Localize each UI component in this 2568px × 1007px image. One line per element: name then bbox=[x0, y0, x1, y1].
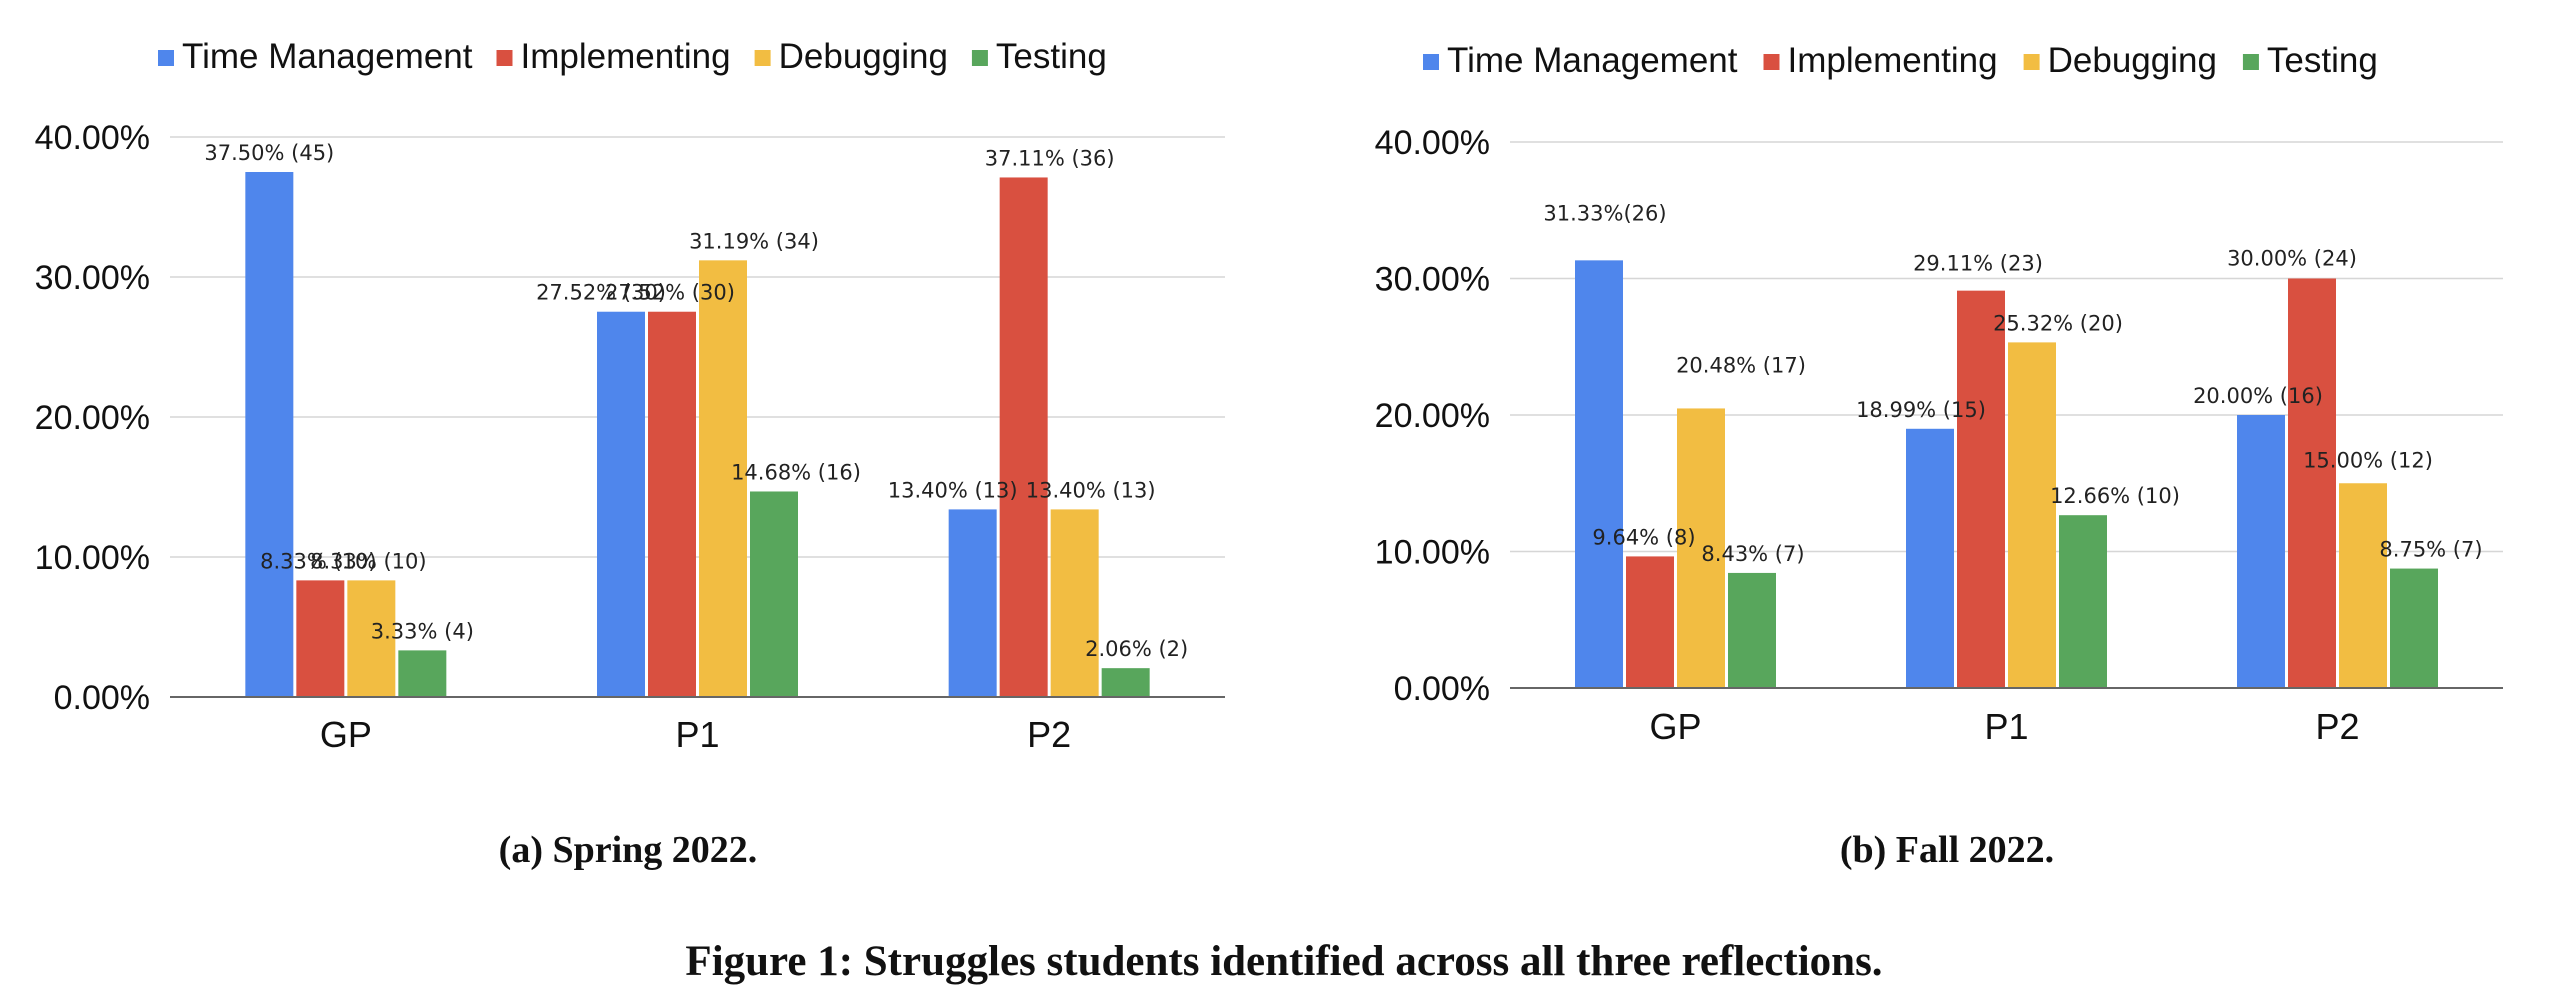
data-label: 20.48% (17) bbox=[1676, 353, 1806, 377]
data-label: 15.00% (12) bbox=[2303, 448, 2433, 472]
data-label: 13.40% (13) bbox=[888, 478, 1018, 502]
bar-debugging-p1 bbox=[2008, 342, 2056, 688]
legend-label: Time Management bbox=[1447, 41, 1738, 80]
legend-swatch bbox=[2023, 54, 2040, 70]
data-label: 37.50% (45) bbox=[204, 141, 334, 165]
bar-time-management-p1 bbox=[1906, 428, 1954, 688]
bar-implementing-p2 bbox=[2288, 278, 2336, 688]
y-tick-label: 0.00% bbox=[54, 679, 150, 717]
data-label: 27.52% (30) bbox=[536, 281, 666, 305]
data-label: 18.99% (15) bbox=[1856, 398, 1986, 422]
bar-time-management-p1 bbox=[597, 311, 645, 697]
y-tick-label: 0.00% bbox=[1394, 670, 1490, 708]
x-category-label: P2 bbox=[2315, 706, 2359, 747]
x-category-label: GP bbox=[320, 714, 372, 755]
data-label: 30.00% (24) bbox=[2227, 247, 2357, 271]
legend-swatch bbox=[158, 50, 174, 66]
data-label: 31.19% (34) bbox=[689, 229, 819, 253]
bar-implementing-gp bbox=[296, 580, 345, 697]
bar-debugging-p2 bbox=[1050, 509, 1099, 697]
legend-label: Debugging bbox=[779, 37, 948, 76]
y-tick-label: 40.00% bbox=[1375, 124, 1490, 162]
data-label: 27.52% (30) bbox=[605, 281, 735, 305]
data-label: 8.33% (10) bbox=[260, 549, 377, 573]
legend-swatch bbox=[496, 50, 513, 66]
data-label: 31.33%(26) bbox=[1543, 201, 1666, 225]
bar-testing-p2 bbox=[1101, 668, 1150, 697]
data-label: 29.11% (23) bbox=[1913, 252, 2043, 276]
bar-implementing-p1 bbox=[648, 311, 696, 697]
y-tick-label: 10.00% bbox=[35, 539, 150, 577]
bar-debugging-p2 bbox=[2339, 483, 2387, 688]
bar-time-management-p2 bbox=[948, 509, 997, 697]
x-category-label: P1 bbox=[675, 714, 719, 755]
bar-implementing-gp bbox=[1626, 556, 1674, 688]
y-tick-label: 10.00% bbox=[1375, 534, 1490, 572]
legend-swatch bbox=[971, 50, 988, 66]
legend-swatch bbox=[2242, 54, 2259, 70]
data-label: 9.64% (8) bbox=[1592, 525, 1695, 549]
bar-debugging-p1 bbox=[699, 260, 747, 697]
bar-testing-gp bbox=[398, 650, 447, 697]
y-tick-label: 20.00% bbox=[1375, 397, 1490, 435]
y-tick-label: 40.00% bbox=[35, 119, 150, 157]
legend-label: Testing bbox=[2267, 41, 2378, 80]
bar-implementing-p2 bbox=[999, 177, 1048, 697]
y-tick-label: 30.00% bbox=[1375, 261, 1490, 299]
subfigure-caption: (b) Fall 2022. bbox=[1840, 829, 2054, 871]
legend-swatch bbox=[754, 50, 771, 66]
data-label: 8.33% (10) bbox=[310, 549, 427, 573]
legend-label: Implementing bbox=[1788, 41, 1998, 80]
legend-label: Testing bbox=[996, 37, 1107, 76]
data-label: 25.32% (20) bbox=[1993, 311, 2123, 335]
bar-time-management-gp bbox=[1575, 260, 1623, 688]
data-label: 37.11% (36) bbox=[985, 146, 1115, 170]
legend-label: Implementing bbox=[521, 37, 731, 76]
bar-time-management-gp bbox=[245, 172, 294, 697]
data-label: 14.68% (16) bbox=[731, 460, 861, 484]
bar-testing-p1 bbox=[750, 491, 798, 697]
bar-time-management-p2 bbox=[2237, 415, 2285, 688]
x-category-label: P2 bbox=[1027, 714, 1071, 755]
data-label: 13.40% (13) bbox=[1026, 478, 1156, 502]
legend-swatch bbox=[1423, 54, 1439, 70]
data-label: 8.75% (7) bbox=[2379, 538, 2482, 562]
data-label: 2.06% (2) bbox=[1085, 637, 1188, 661]
x-category-label: P1 bbox=[1984, 706, 2028, 747]
data-label: 20.00% (16) bbox=[2193, 384, 2323, 408]
subfigure-caption: (a) Spring 2022. bbox=[499, 829, 758, 871]
data-label: 8.43% (7) bbox=[1701, 542, 1804, 566]
legend-swatch bbox=[1763, 54, 1780, 70]
bar-implementing-p1 bbox=[1957, 290, 2005, 688]
legend-label: Time Management bbox=[182, 37, 473, 76]
chart-fall-2022: 0.00% 10.00% 20.00% 30.00% 40.00% 31.33%(26) 9… bbox=[1375, 41, 2503, 871]
data-label: 3.33% (4) bbox=[371, 619, 474, 643]
bar-debugging-gp bbox=[347, 580, 396, 697]
y-tick-label: 30.00% bbox=[35, 259, 150, 297]
legend-label: Debugging bbox=[2048, 41, 2217, 80]
chart-spring-2022: 0.00% 10.00% 20.00% 30.00% 40.00% 37.50% (45)… bbox=[35, 37, 1225, 871]
bar-testing-p2 bbox=[2390, 568, 2438, 688]
bar-debugging-gp bbox=[1677, 408, 1725, 688]
y-tick-label: 20.00% bbox=[35, 399, 150, 437]
figure-caption: Figure 1: Struggles students identified … bbox=[685, 938, 1882, 985]
data-label: 12.66% (10) bbox=[2050, 484, 2180, 508]
bar-testing-p1 bbox=[2059, 515, 2107, 688]
x-category-label: GP bbox=[1649, 706, 1701, 747]
bar-testing-gp bbox=[1728, 572, 1776, 688]
